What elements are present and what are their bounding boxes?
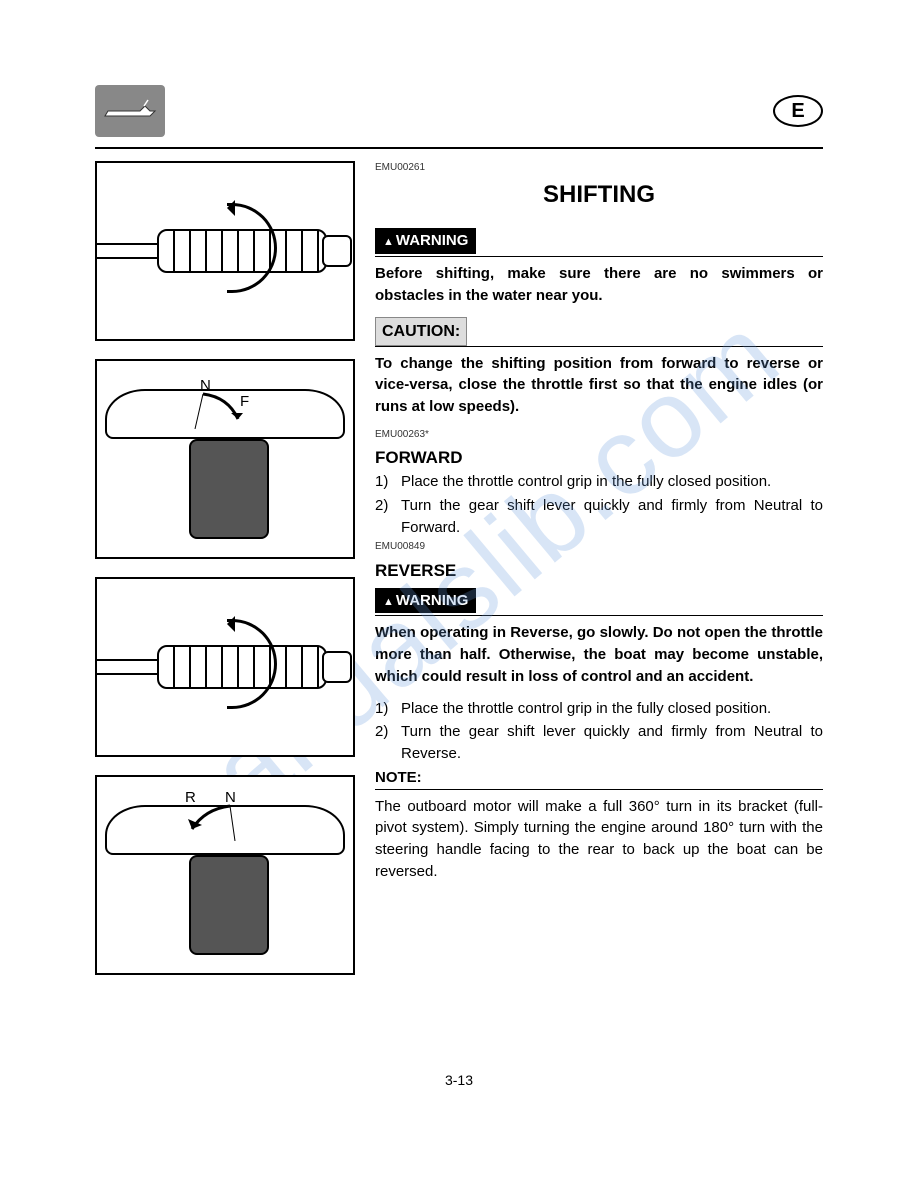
warning-label-2: WARNING bbox=[375, 588, 476, 614]
warning-header-2: WARNING bbox=[375, 588, 823, 617]
boat-icon bbox=[95, 85, 165, 137]
reverse-step-2: Turn the gear shift lever quickly and fi… bbox=[401, 721, 823, 765]
figure-shift-lever-forward: N F bbox=[95, 359, 355, 559]
heading-forward: FORWARD bbox=[375, 446, 823, 471]
list-item: 2)Turn the gear shift lever quickly and … bbox=[375, 721, 823, 765]
warning-label-1: WARNING bbox=[375, 228, 476, 254]
forward-step-1: Place the throttle control grip in the f… bbox=[401, 471, 823, 493]
caution-header: CAUTION: bbox=[375, 317, 823, 347]
list-item: 1)Place the throttle control grip in the… bbox=[375, 698, 823, 720]
text-column: EMU00261 SHIFTING WARNING Before shiftin… bbox=[375, 161, 823, 975]
figure-throttle-grip-2 bbox=[95, 577, 355, 757]
list-item: 2)Turn the gear shift lever quickly and … bbox=[375, 495, 823, 539]
figure-throttle-grip-1 bbox=[95, 161, 355, 341]
doc-code-forward: EMU00263* bbox=[375, 428, 823, 443]
note-label: NOTE: bbox=[375, 767, 422, 789]
note-header: NOTE: bbox=[375, 767, 823, 790]
forward-steps-list: 1)Place the throttle control grip in the… bbox=[375, 471, 823, 538]
forward-step-2: Turn the gear shift lever quickly and fi… bbox=[401, 495, 823, 539]
caution-text: To change the shifting position from for… bbox=[375, 353, 823, 418]
note-body: The outboard motor will make a full 360°… bbox=[375, 796, 823, 883]
page-header: E bbox=[95, 85, 823, 137]
list-item: 1)Place the throttle control grip in the… bbox=[375, 471, 823, 493]
heading-reverse: REVERSE bbox=[375, 559, 823, 584]
warning-text-1: Before shifting, make sure there are no … bbox=[375, 263, 823, 307]
reverse-steps-list: 1)Place the throttle control grip in the… bbox=[375, 698, 823, 765]
doc-code-reverse: EMU00849 bbox=[375, 540, 823, 555]
figure-shift-lever-reverse: R N bbox=[95, 775, 355, 975]
header-divider bbox=[95, 147, 823, 149]
content-columns: N F R N bbox=[95, 161, 823, 975]
title-shifting: SHIFTING bbox=[375, 178, 823, 213]
figures-column: N F R N bbox=[95, 161, 355, 975]
warning-text-2: When operating in Reverse, go slowly. Do… bbox=[375, 622, 823, 687]
reverse-step-1: Place the throttle control grip in the f… bbox=[401, 698, 823, 720]
doc-code-shifting: EMU00261 bbox=[375, 161, 823, 176]
language-badge: E bbox=[773, 95, 823, 127]
warning-header-1: WARNING bbox=[375, 228, 823, 257]
caution-label: CAUTION: bbox=[375, 317, 467, 346]
page-number: 3-13 bbox=[0, 1072, 918, 1088]
